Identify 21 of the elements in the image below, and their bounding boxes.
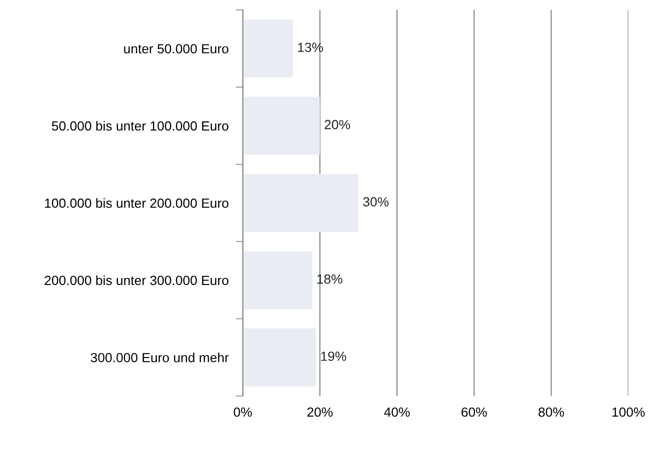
data-label: 18% — [317, 274, 342, 284]
bar — [242, 251, 312, 310]
data-label: 30% — [363, 197, 389, 206]
y-tick-label: unter 50.000 Euro — [124, 44, 228, 54]
data-label: 19% — [321, 352, 346, 361]
data-label: 20% — [324, 120, 350, 130]
bar — [242, 174, 358, 232]
y-tick-label: 300.000 Euro und mehr — [90, 352, 229, 362]
bar — [242, 20, 293, 78]
x-tick-label: 0% — [234, 407, 252, 417]
x-tick-label: 100% — [612, 407, 645, 417]
x-tick-label: 80% — [538, 407, 564, 417]
x-tick-label: 60% — [462, 407, 487, 417]
y-tick-label: 200.000 bis unter 300.000 Euro — [44, 275, 228, 286]
y-tick-label: 100.000 bis unter 200.000 Euro — [45, 198, 228, 208]
x-tick-label: 40% — [384, 407, 410, 417]
y-tick-label: 50.000 bis unter 100.000 Euro — [52, 120, 228, 131]
bar — [242, 328, 316, 386]
bar — [242, 96, 320, 155]
data-label: 13% — [298, 42, 324, 52]
x-tick-label: 20% — [307, 407, 333, 417]
